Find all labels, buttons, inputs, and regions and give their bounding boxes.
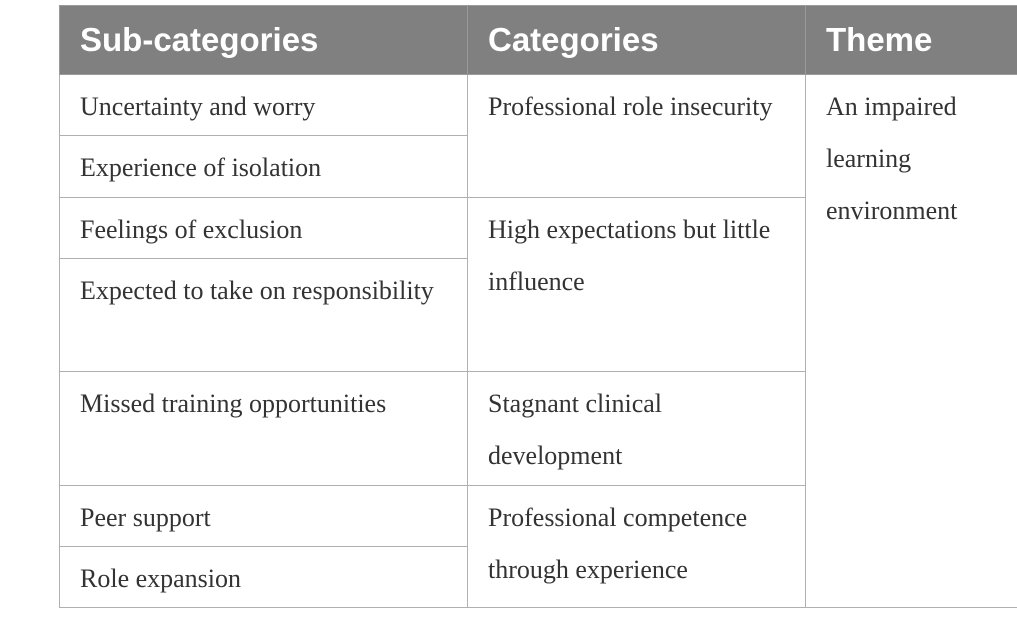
- sub-category-cell: Experience of isolation: [59, 135, 468, 198]
- table-row: Expected to take on responsibility: [59, 258, 1017, 372]
- category-cell: High expectations but little influence: [467, 197, 806, 372]
- header-cell: Theme: [805, 5, 1017, 75]
- sub-category-cell: Uncertainty and worry: [59, 74, 468, 136]
- table-row: Experience of isolation: [59, 135, 1017, 198]
- table-row: Role expansion: [59, 546, 1017, 608]
- theme-cell: An impaired learning environment: [805, 74, 1017, 608]
- header-cell: Categories: [467, 5, 806, 75]
- sub-category-cell: Role expansion: [59, 546, 468, 608]
- header-row: Sub-categories Categories Theme: [59, 5, 1017, 75]
- sub-category-cell: Missed training opportunities: [59, 371, 468, 486]
- category-cell: Stagnant clinical development: [467, 371, 806, 486]
- table-row: Uncertainty and worry Professional role i…: [59, 74, 1017, 608]
- category-cell: Professional role insecurity: [467, 74, 806, 198]
- header-cell: Sub-categories: [59, 5, 468, 75]
- sub-category-cell: Peer support: [59, 485, 468, 547]
- table-body: Uncertainty and worry Professional role i…: [59, 74, 1017, 608]
- sub-category-cell: Expected to take on responsibility: [59, 258, 468, 372]
- table-row: Peer support Professional competence thro…: [59, 485, 1017, 608]
- category-cell: Professional competence through experien…: [467, 485, 806, 608]
- table-row: Feelings of exclusion High expectations b…: [59, 197, 1017, 372]
- table-header: Sub-categories Categories Theme: [59, 5, 1017, 75]
- sub-category-cell: Feelings of exclusion: [59, 197, 468, 259]
- table-row: Missed training opportunities Stagnant cl…: [59, 371, 1017, 486]
- table: Sub-categories Categories Theme Uncertai…: [59, 5, 1017, 608]
